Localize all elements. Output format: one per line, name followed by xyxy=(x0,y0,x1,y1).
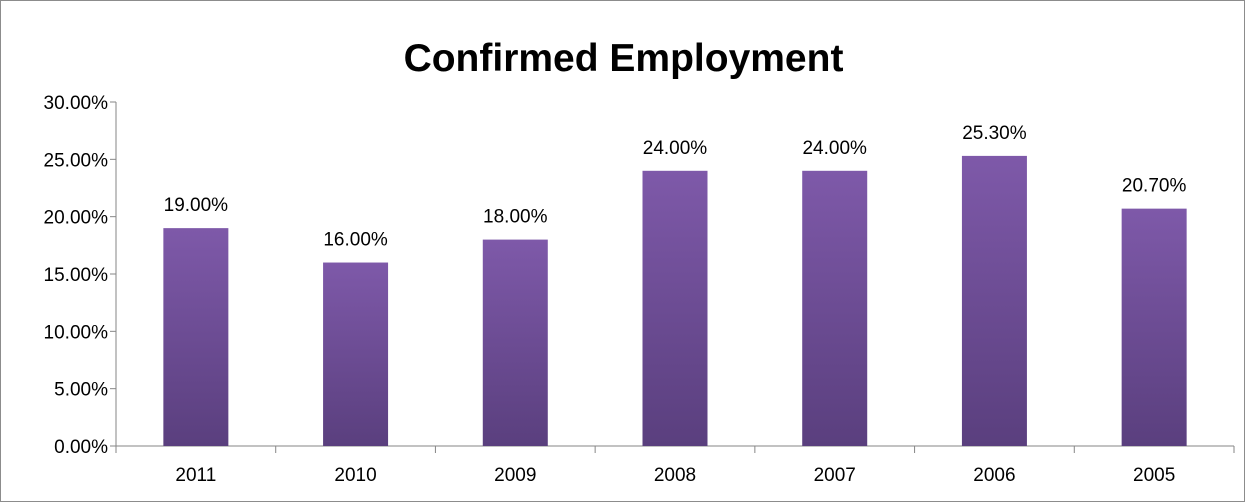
bar xyxy=(961,155,1027,447)
data-label: 16.00% xyxy=(323,230,388,251)
x-tick-label: 2007 xyxy=(814,465,856,486)
bar xyxy=(163,228,229,446)
x-tick-label: 2010 xyxy=(334,465,376,486)
data-label: 20.70% xyxy=(1122,176,1187,197)
data-label: 19.00% xyxy=(164,195,229,216)
bar xyxy=(642,170,708,447)
y-tick-label: 5.00% xyxy=(54,380,108,401)
y-tick-label: 10.00% xyxy=(44,322,109,343)
data-label: 18.00% xyxy=(483,207,548,228)
bar xyxy=(323,262,389,446)
x-tick-label: 2005 xyxy=(1133,465,1175,486)
bar xyxy=(482,239,548,446)
x-tick-label: 2006 xyxy=(973,465,1015,486)
y-tick-label: 15.00% xyxy=(44,265,109,286)
bar xyxy=(802,170,868,447)
data-label: 24.00% xyxy=(802,138,867,159)
data-label: 24.00% xyxy=(643,138,708,159)
chart-title: Confirmed Employment xyxy=(403,37,844,80)
x-tick-label: 2009 xyxy=(494,465,536,486)
y-tick-label: 30.00% xyxy=(44,93,109,114)
bar xyxy=(1121,208,1187,446)
y-tick-label: 20.00% xyxy=(44,208,109,229)
x-tick-label: 2008 xyxy=(654,465,696,486)
y-tick-label: 0.00% xyxy=(54,437,108,458)
data-label: 25.30% xyxy=(962,123,1027,144)
y-tick-label: 25.00% xyxy=(44,150,109,171)
x-tick-label: 2011 xyxy=(175,465,216,486)
